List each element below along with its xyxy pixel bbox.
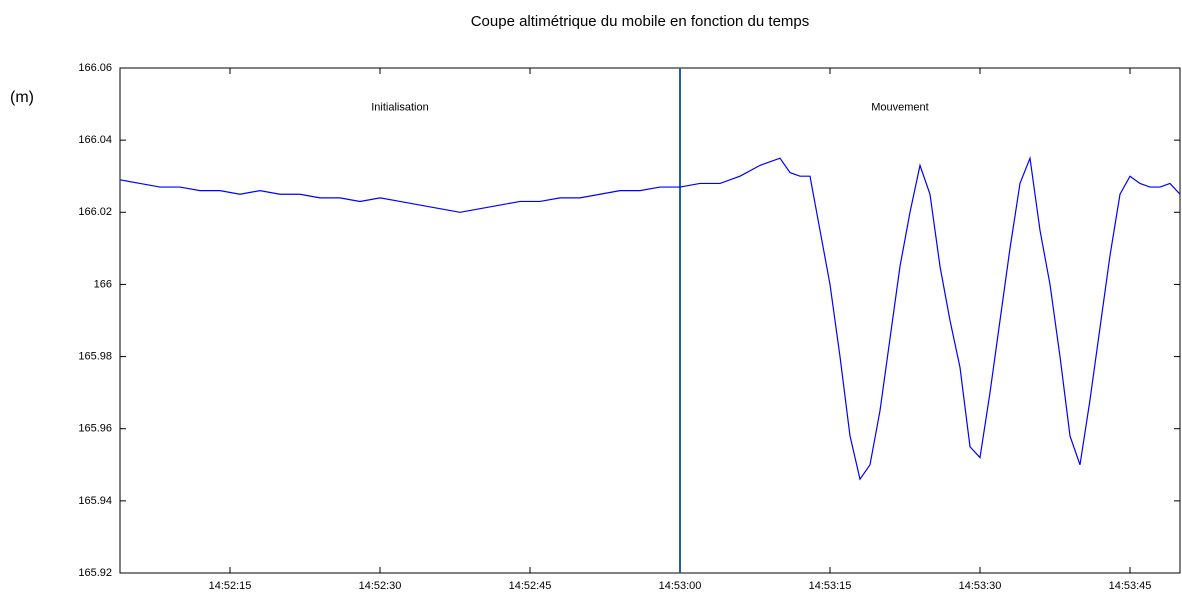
annotation: Initialisation xyxy=(371,102,428,114)
annotation: Mouvement xyxy=(871,102,928,114)
y-tick-label: 166.02 xyxy=(78,206,112,218)
y-tick-label: 166 xyxy=(94,278,112,290)
x-tick-label: 14:53:45 xyxy=(1109,580,1152,592)
y-tick-label: 166.04 xyxy=(78,134,112,146)
y-axis-label: (m) xyxy=(10,89,34,106)
data-line xyxy=(119,155,1181,481)
x-tick-label: 14:53:00 xyxy=(659,580,702,592)
y-tick-label: 165.92 xyxy=(78,567,112,579)
x-tick-label: 14:52:45 xyxy=(509,580,552,592)
x-tick-label: 14:53:30 xyxy=(959,580,1002,592)
y-tick-label: 165.94 xyxy=(78,495,112,507)
y-tick-label: 165.96 xyxy=(78,423,112,435)
plot-frame xyxy=(119,67,1181,574)
x-tick-label: 14:53:15 xyxy=(809,580,852,592)
x-tick-label: 14:52:30 xyxy=(359,580,402,592)
y-tick-label: 166.06 xyxy=(78,62,112,74)
y-tick-label: 165.98 xyxy=(78,350,112,362)
chart-title: Coupe altimétrique du mobile en fonction… xyxy=(471,13,810,30)
x-tick-label: 14:52:15 xyxy=(209,580,252,592)
